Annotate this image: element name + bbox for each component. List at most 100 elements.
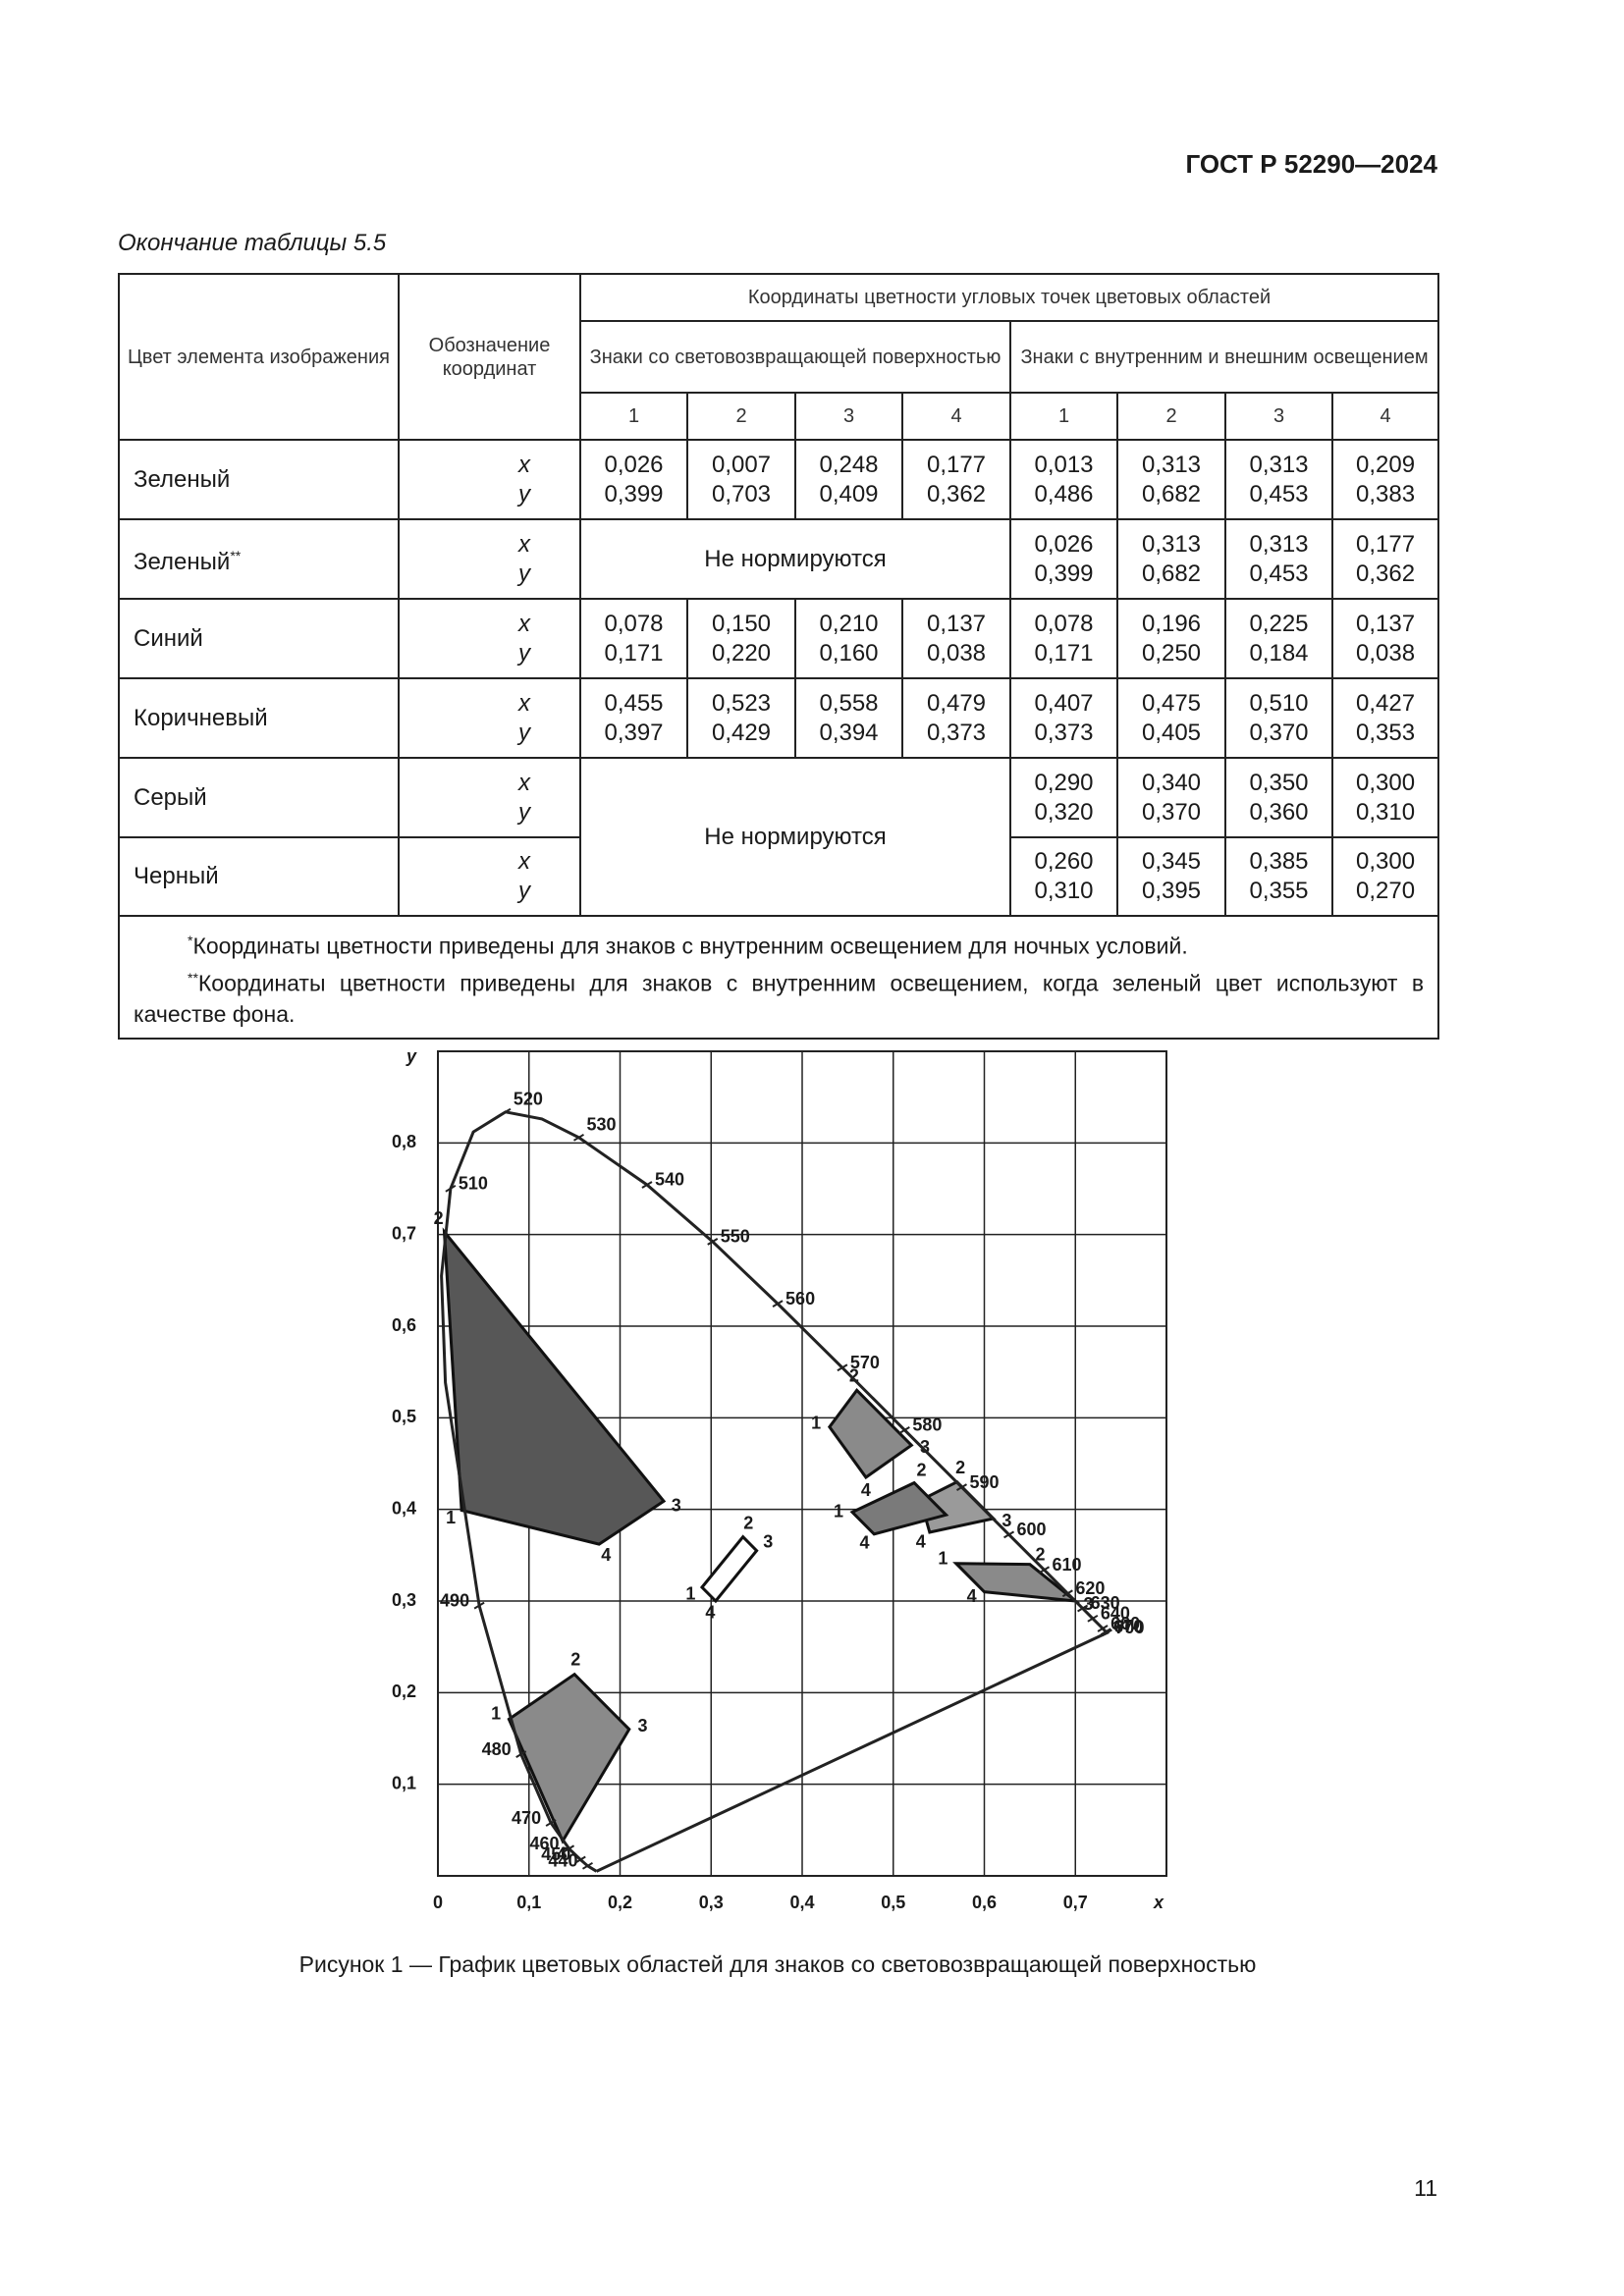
wavelength-label: 470	[512, 1808, 541, 1828]
vertex-label: 1	[446, 1508, 456, 1527]
coord-y: 0,486	[1034, 480, 1094, 507]
table-row: Синий x y 0,078 0,171 0,150 0,220 0,210 0,160 0,1…	[118, 598, 1440, 679]
wavelength-label: 620	[1075, 1578, 1105, 1598]
coord-x: 0,479	[926, 689, 987, 717]
coord-x: 0,177	[1355, 530, 1416, 558]
value-cell: 0,427 0,353	[1330, 677, 1440, 759]
color-name: Серый	[118, 757, 400, 838]
coord-y: 0,373	[926, 719, 987, 746]
color-name: Зеленый	[118, 439, 400, 520]
coord-y: 0,320	[1034, 798, 1094, 826]
value-cell: 0,177 0,362	[901, 439, 1011, 520]
value-cell: 0,300 0,270	[1330, 836, 1440, 917]
color-name-text: Серый	[134, 783, 207, 811]
y-axis-label: y	[406, 1046, 417, 1066]
value-cell: 0,479 0,373	[901, 677, 1011, 759]
value-cell: 0,209 0,383	[1330, 439, 1440, 520]
table-row: Черный x y 0,260 0,310 0,345 0,395 0,385 0,355 0,…	[118, 836, 1440, 917]
notes-cell: *Координаты цветности приведены для знак…	[117, 914, 1440, 1041]
coord-y: 0,409	[819, 480, 879, 507]
value-cell: 0,177 0,362	[1330, 518, 1440, 600]
header-cell: Обозначение координат	[398, 273, 581, 441]
coord-y: 0,270	[1355, 878, 1416, 904]
value-cell: 0,345 0,395	[1116, 836, 1226, 917]
y-tick-label: 0,2	[392, 1682, 416, 1701]
x-tick-label: 0,1	[516, 1893, 541, 1912]
color-name-text: Зеленый	[134, 465, 231, 493]
point-number: 4	[901, 392, 1011, 441]
coord-y: 0,405	[1141, 719, 1202, 746]
table-row: Коричневый x y 0,455 0,397 0,523 0,429 0,558 0,3…	[118, 677, 1440, 759]
coord-y: 0,171	[1034, 639, 1094, 667]
coord-y: 0,394	[819, 719, 879, 746]
coord-x: 0,137	[926, 610, 987, 637]
wavelength-label: 660	[1110, 1614, 1140, 1633]
color-name-text: Черный	[134, 863, 219, 889]
coord-y: 0,682	[1141, 480, 1202, 507]
coord-y: y	[518, 560, 530, 587]
vertex-label: 3	[920, 1437, 930, 1457]
y-tick-label: 0,7	[392, 1223, 416, 1243]
wavelength-label: 440	[548, 1851, 577, 1871]
color-region	[507, 1672, 631, 1844]
coord-x: 0,013	[1034, 451, 1094, 478]
value-cell: 0,313 0,453	[1224, 518, 1333, 600]
point-number: 2	[1116, 392, 1226, 441]
vertex-label: 4	[705, 1603, 715, 1623]
wavelength-tick	[641, 1181, 653, 1189]
coord-x: 0,290	[1034, 769, 1094, 796]
coord-y: 0,038	[1355, 639, 1416, 667]
y-tick-label: 0,8	[392, 1132, 416, 1151]
value-cell: 0,313 0,682	[1116, 439, 1226, 520]
coord-y: 0,395	[1141, 878, 1202, 904]
vertex-label: 3	[1001, 1511, 1011, 1530]
coord-y: y	[518, 719, 530, 746]
coord-y: 0,171	[604, 639, 664, 667]
footnote-text: Координаты цветности приведены для знако…	[134, 970, 1425, 1028]
x-tick-label: 0,2	[608, 1893, 632, 1912]
figure-caption: Рисунок 1 — График цветовых областей для…	[298, 1951, 1257, 1977]
vertex-label: 2	[916, 1460, 926, 1479]
vertex-label: 1	[685, 1584, 695, 1604]
footnote-mark: **	[188, 969, 198, 986]
coord-x: 0,026	[1034, 530, 1094, 558]
value-cell: 0,013 0,486	[1009, 439, 1118, 520]
value-cell: 0,385 0,355	[1224, 836, 1333, 917]
color-name: Коричневый	[118, 677, 400, 759]
footnote-text: Координаты цветности приведены для знако…	[192, 933, 1188, 959]
coord-y: 0,453	[1249, 560, 1309, 587]
wavelength-label: 540	[655, 1170, 684, 1190]
color-region	[849, 1480, 949, 1536]
footnote: *Координаты цветности приведены для знак…	[134, 925, 1424, 962]
coord-y: 0,383	[1355, 480, 1416, 507]
coord-y: 0,703	[711, 480, 772, 507]
wavelength-label: 480	[482, 1739, 512, 1759]
coord-y: 0,184	[1249, 639, 1309, 667]
color-name-text: Коричневый	[134, 704, 268, 731]
coord-y: 0,399	[604, 480, 664, 507]
color-region	[442, 1227, 667, 1546]
wavelength-label: 570	[850, 1353, 880, 1372]
color-name: Зеленый**	[118, 518, 400, 600]
coord-x: 0,150	[711, 610, 772, 637]
wavelength-label: 630	[1091, 1593, 1120, 1613]
value-cell: 0,350 0,360	[1224, 757, 1333, 838]
page-number: 11	[1414, 2175, 1437, 2201]
point-number: 4	[1330, 392, 1440, 441]
coord-x: x	[518, 610, 530, 637]
coord-y: 0,453	[1249, 480, 1309, 507]
wavelength-label: 600	[1017, 1520, 1047, 1539]
wavelength-label: 490	[440, 1590, 469, 1610]
wavelength-label: 510	[459, 1174, 488, 1194]
not-normalized: Не нормируются	[579, 518, 1011, 600]
value-cell: 0,300 0,310	[1330, 757, 1440, 838]
wavelength-label: 530	[586, 1115, 616, 1135]
coord-y: 0,397	[604, 719, 664, 746]
coord-x: 0,313	[1141, 530, 1202, 558]
wavelength-tick	[515, 1750, 527, 1759]
wavelength-tick	[564, 1844, 575, 1853]
